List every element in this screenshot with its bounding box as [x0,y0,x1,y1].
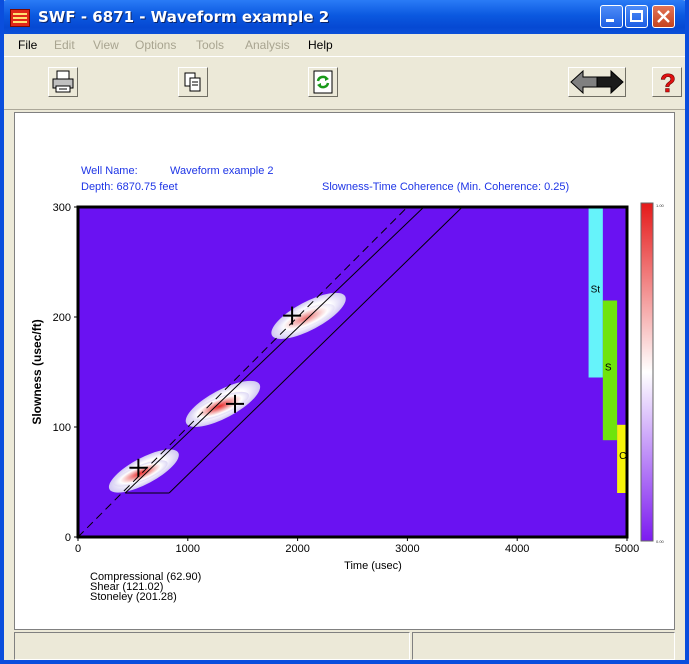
legend-compressional: Compressional (62.90) [90,571,201,583]
mode-bar-label: C [619,451,626,462]
heatmap-layer: St S C [78,207,627,537]
title-bar[interactable]: SWF - 6871 - Waveform example 2 [4,0,685,34]
plot-background [78,207,627,537]
menu-options[interactable]: Options [135,38,177,52]
window-line [168,207,463,494]
mode-bar-s [602,300,618,441]
well-name-label: Well Name: [81,165,138,177]
status-pane-right [412,632,675,660]
x-axis-label: Time (usec) [344,560,402,572]
plot-area: Well Name: Waveform example 2 Depth: 687… [14,112,675,630]
maximize-button[interactable] [625,5,648,28]
refresh-icon [313,70,333,94]
status-pane-left [14,632,410,660]
copy-button[interactable] [178,67,208,97]
menu-view[interactable]: View [93,38,119,52]
window-line [124,207,425,494]
colorbar-max-label: 1.00 [656,203,665,208]
y-axis-label: Slowness (usec/ft) [30,319,44,424]
menu-help[interactable]: Help [308,38,333,52]
menu-file[interactable]: File [18,38,38,52]
x-tick-label: 5000 [615,543,639,555]
minimize-button[interactable] [600,5,623,28]
question-mark-icon: ? [660,68,676,99]
axis-ticks: 0 1000 2000 3000 4000 5000 0 100 200 300 [53,202,640,555]
navigate-button[interactable] [568,67,626,97]
menu-analysis[interactable]: Analysis [245,38,290,52]
depth-label: Depth: 6870.75 feet [81,181,178,193]
plot-title: Slowness-Time Coherence (Min. Coherence:… [322,181,569,193]
arrow-right-icon [596,69,624,95]
close-icon [657,10,670,23]
y-tick-label: 200 [53,312,71,324]
print-button[interactable] [48,67,78,97]
help-button[interactable]: ? [652,67,682,99]
colorbar [640,202,654,542]
plot-frame [76,205,629,539]
x-tick-label: 1000 [176,543,200,555]
window-title: SWF - 6871 - Waveform example 2 [38,8,330,26]
mode-bar-st [588,207,603,378]
close-button[interactable] [652,5,675,28]
x-tick-label: 4000 [505,543,529,555]
svg-text:?: ? [660,68,676,96]
x-tick-label: 2000 [285,543,309,555]
y-tick-label: 0 [65,532,71,544]
menu-tools[interactable]: Tools [196,38,225,52]
x-tick-label: 0 [75,543,81,555]
y-tick-label: 300 [53,202,71,214]
legend-shear: Shear (121.02) [90,581,163,593]
refresh-button[interactable] [308,67,338,97]
well-name-value: Waveform example 2 [170,165,274,177]
colorbar-min-label: 0.00 [656,539,665,544]
app-icon [10,9,30,27]
mode-bar-c [617,424,627,493]
coherence-blob [275,303,335,333]
toolbar: ? [4,56,685,110]
menu-bar: File Edit View Options Tools Analysis He… [4,34,685,56]
coherence-blob [113,460,168,487]
stc-plot: Well Name: Waveform example 2 Depth: 687… [30,165,665,603]
menu-edit[interactable]: Edit [54,38,75,52]
mode-bar-label: St [591,284,601,295]
mode-bar-label: S [605,362,612,373]
copy-icon [184,72,201,92]
x-tick-label: 3000 [395,543,419,555]
printer-icon [52,70,74,93]
legend-stoneley: Stoneley (201.28) [90,591,177,603]
y-tick-label: 100 [53,422,71,434]
